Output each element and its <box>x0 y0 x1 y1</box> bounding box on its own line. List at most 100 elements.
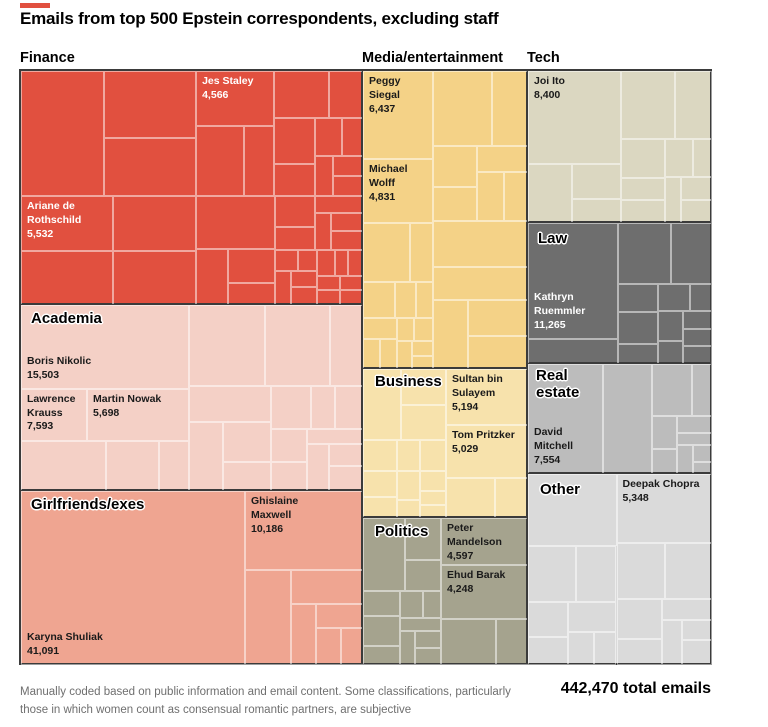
cell-lawrence-krauss: Lawrence Krauss 7,593 <box>21 388 87 441</box>
treemap-cell <box>315 628 342 665</box>
treemap-cell <box>330 305 363 387</box>
category-label-politics: Politics <box>375 523 429 540</box>
cell-ariane-de-rothschild: Ariane de Rothschild 5,532 <box>21 196 114 252</box>
treemap-cell <box>363 646 400 665</box>
person-name: Deepak Chopra <box>622 478 700 490</box>
treemap-cell <box>275 196 316 228</box>
treemap-cell <box>593 631 617 665</box>
treemap-cell <box>399 631 415 665</box>
treemap-cell <box>396 317 414 341</box>
person-value: 8,400 <box>534 88 561 101</box>
treemap-cell <box>681 619 712 640</box>
person-label: Joi Ito 8,400 <box>529 72 570 106</box>
treemap-cell <box>432 299 468 369</box>
treemap-cell <box>467 335 528 369</box>
person-label: Peter Mandelson 4,597 <box>442 519 527 567</box>
treemap-cell <box>432 71 492 147</box>
person-value: 6,437 <box>369 102 396 115</box>
section-girlfriends-exes: Karyna Shuliak 41,091 Ghislaine Maxwell 10,… <box>20 490 363 665</box>
treemap-cell <box>363 317 397 340</box>
treemap-cell <box>671 223 712 285</box>
treemap-cell <box>21 251 114 305</box>
treemap-cell <box>290 287 318 305</box>
person-name: Kathryn Ruemmler <box>534 291 586 317</box>
person-name: Sultan bin Sulayem <box>451 373 503 399</box>
treemap-cell <box>275 250 298 271</box>
cell-sultan-bin-sulayem: Sultan bin Sulayem 5,194 <box>445 369 528 425</box>
treemap-cell <box>617 343 658 364</box>
treemap-cell <box>528 545 577 603</box>
footnote: Manually coded based on public informati… <box>20 686 511 716</box>
treemap-cell <box>222 421 272 463</box>
treemap-cell <box>680 176 712 201</box>
treemap-cell <box>328 71 363 119</box>
treemap-cell <box>329 465 363 491</box>
treemap-cell <box>662 619 682 665</box>
treemap-cell <box>271 429 308 463</box>
treemap-cell <box>665 176 681 223</box>
treemap-cell <box>652 449 677 474</box>
treemap-cell <box>196 125 245 197</box>
treemap-cell <box>363 616 400 647</box>
treemap-cell <box>348 250 363 277</box>
treemap-cell <box>657 310 684 341</box>
cell-tom-pritzker: Tom Pritzker 5,029 <box>445 424 528 478</box>
cell-jes-staley: Jes Staley 4,566 <box>196 71 275 126</box>
treemap-cell <box>244 125 275 197</box>
treemap-cell <box>341 118 363 157</box>
treemap-cell <box>396 439 421 471</box>
person-label: Tom Pritzker 5,029 <box>447 426 520 460</box>
category-label-other: Other <box>540 481 581 498</box>
treemap-cell <box>363 339 380 369</box>
section-media-entertainment: Peggy Siegal 6,437 Michael Wolff 4,831 <box>362 70 528 369</box>
treemap-cell <box>363 439 397 471</box>
person-value: 4,248 <box>447 582 474 595</box>
treemap-cell <box>271 386 311 430</box>
person-value: 7,554 <box>534 454 561 467</box>
section-real-estate: David Mitchell 7,554 Real estate <box>527 363 712 474</box>
treemap-cell <box>222 462 272 491</box>
category-label-academia: Academia <box>31 310 102 327</box>
cell-ghislaine-maxwell: Ghislaine Maxwell 10,186 <box>245 491 363 571</box>
treemap-cell <box>620 199 665 223</box>
cell-joi-ito: Joi Ito 8,400 <box>528 71 621 164</box>
treemap-cell <box>571 163 621 199</box>
category-label-finance: Finance <box>20 50 75 66</box>
treemap-cell <box>271 462 308 491</box>
section-finance: Ariane de Rothschild 5,532 Jes Staley 4,566 <box>20 70 363 305</box>
person-name: Tom Pritzker <box>451 428 515 441</box>
cell-peter-mandelson: Peter Mandelson 4,597 <box>441 518 528 567</box>
cell-martin-nowak: Martin Nowak 5,698 <box>87 388 189 441</box>
treemap-cell <box>494 477 528 518</box>
treemap-cell <box>617 311 658 344</box>
treemap-cell <box>363 496 397 518</box>
person-label: Sultan bin Sulayem 5,194 <box>447 370 527 418</box>
treemap-cell <box>620 71 676 140</box>
treemap-cell <box>691 364 712 416</box>
section-business: Sultan bin Sulayem 5,194 Tom Pritzker 5,029… <box>362 368 528 518</box>
treemap-cell <box>528 474 617 546</box>
treemap-cell <box>432 187 477 222</box>
treemap-cell <box>416 282 433 318</box>
treemap-cell <box>504 171 528 222</box>
treemap-cell <box>196 196 276 250</box>
treemap-cell <box>315 118 342 157</box>
treemap-cell <box>422 590 442 618</box>
treemap-cell <box>275 227 316 251</box>
person-value: 5,194 <box>451 400 479 413</box>
person-name: Lawrence Krauss <box>27 392 76 419</box>
treemap-cell <box>113 196 197 252</box>
treemap-cell <box>297 250 318 271</box>
treemap-cell <box>265 305 331 387</box>
treemap-cell <box>568 602 617 632</box>
treemap-cell <box>315 603 363 629</box>
treemap-cell <box>676 415 712 433</box>
treemap-cell <box>363 470 397 497</box>
treemap-cell <box>528 636 569 665</box>
treemap-cell <box>410 222 433 283</box>
treemap-cell <box>676 432 712 446</box>
treemap-cell <box>399 590 423 618</box>
treemap-cell <box>310 386 335 430</box>
treemap-cell <box>689 284 712 311</box>
